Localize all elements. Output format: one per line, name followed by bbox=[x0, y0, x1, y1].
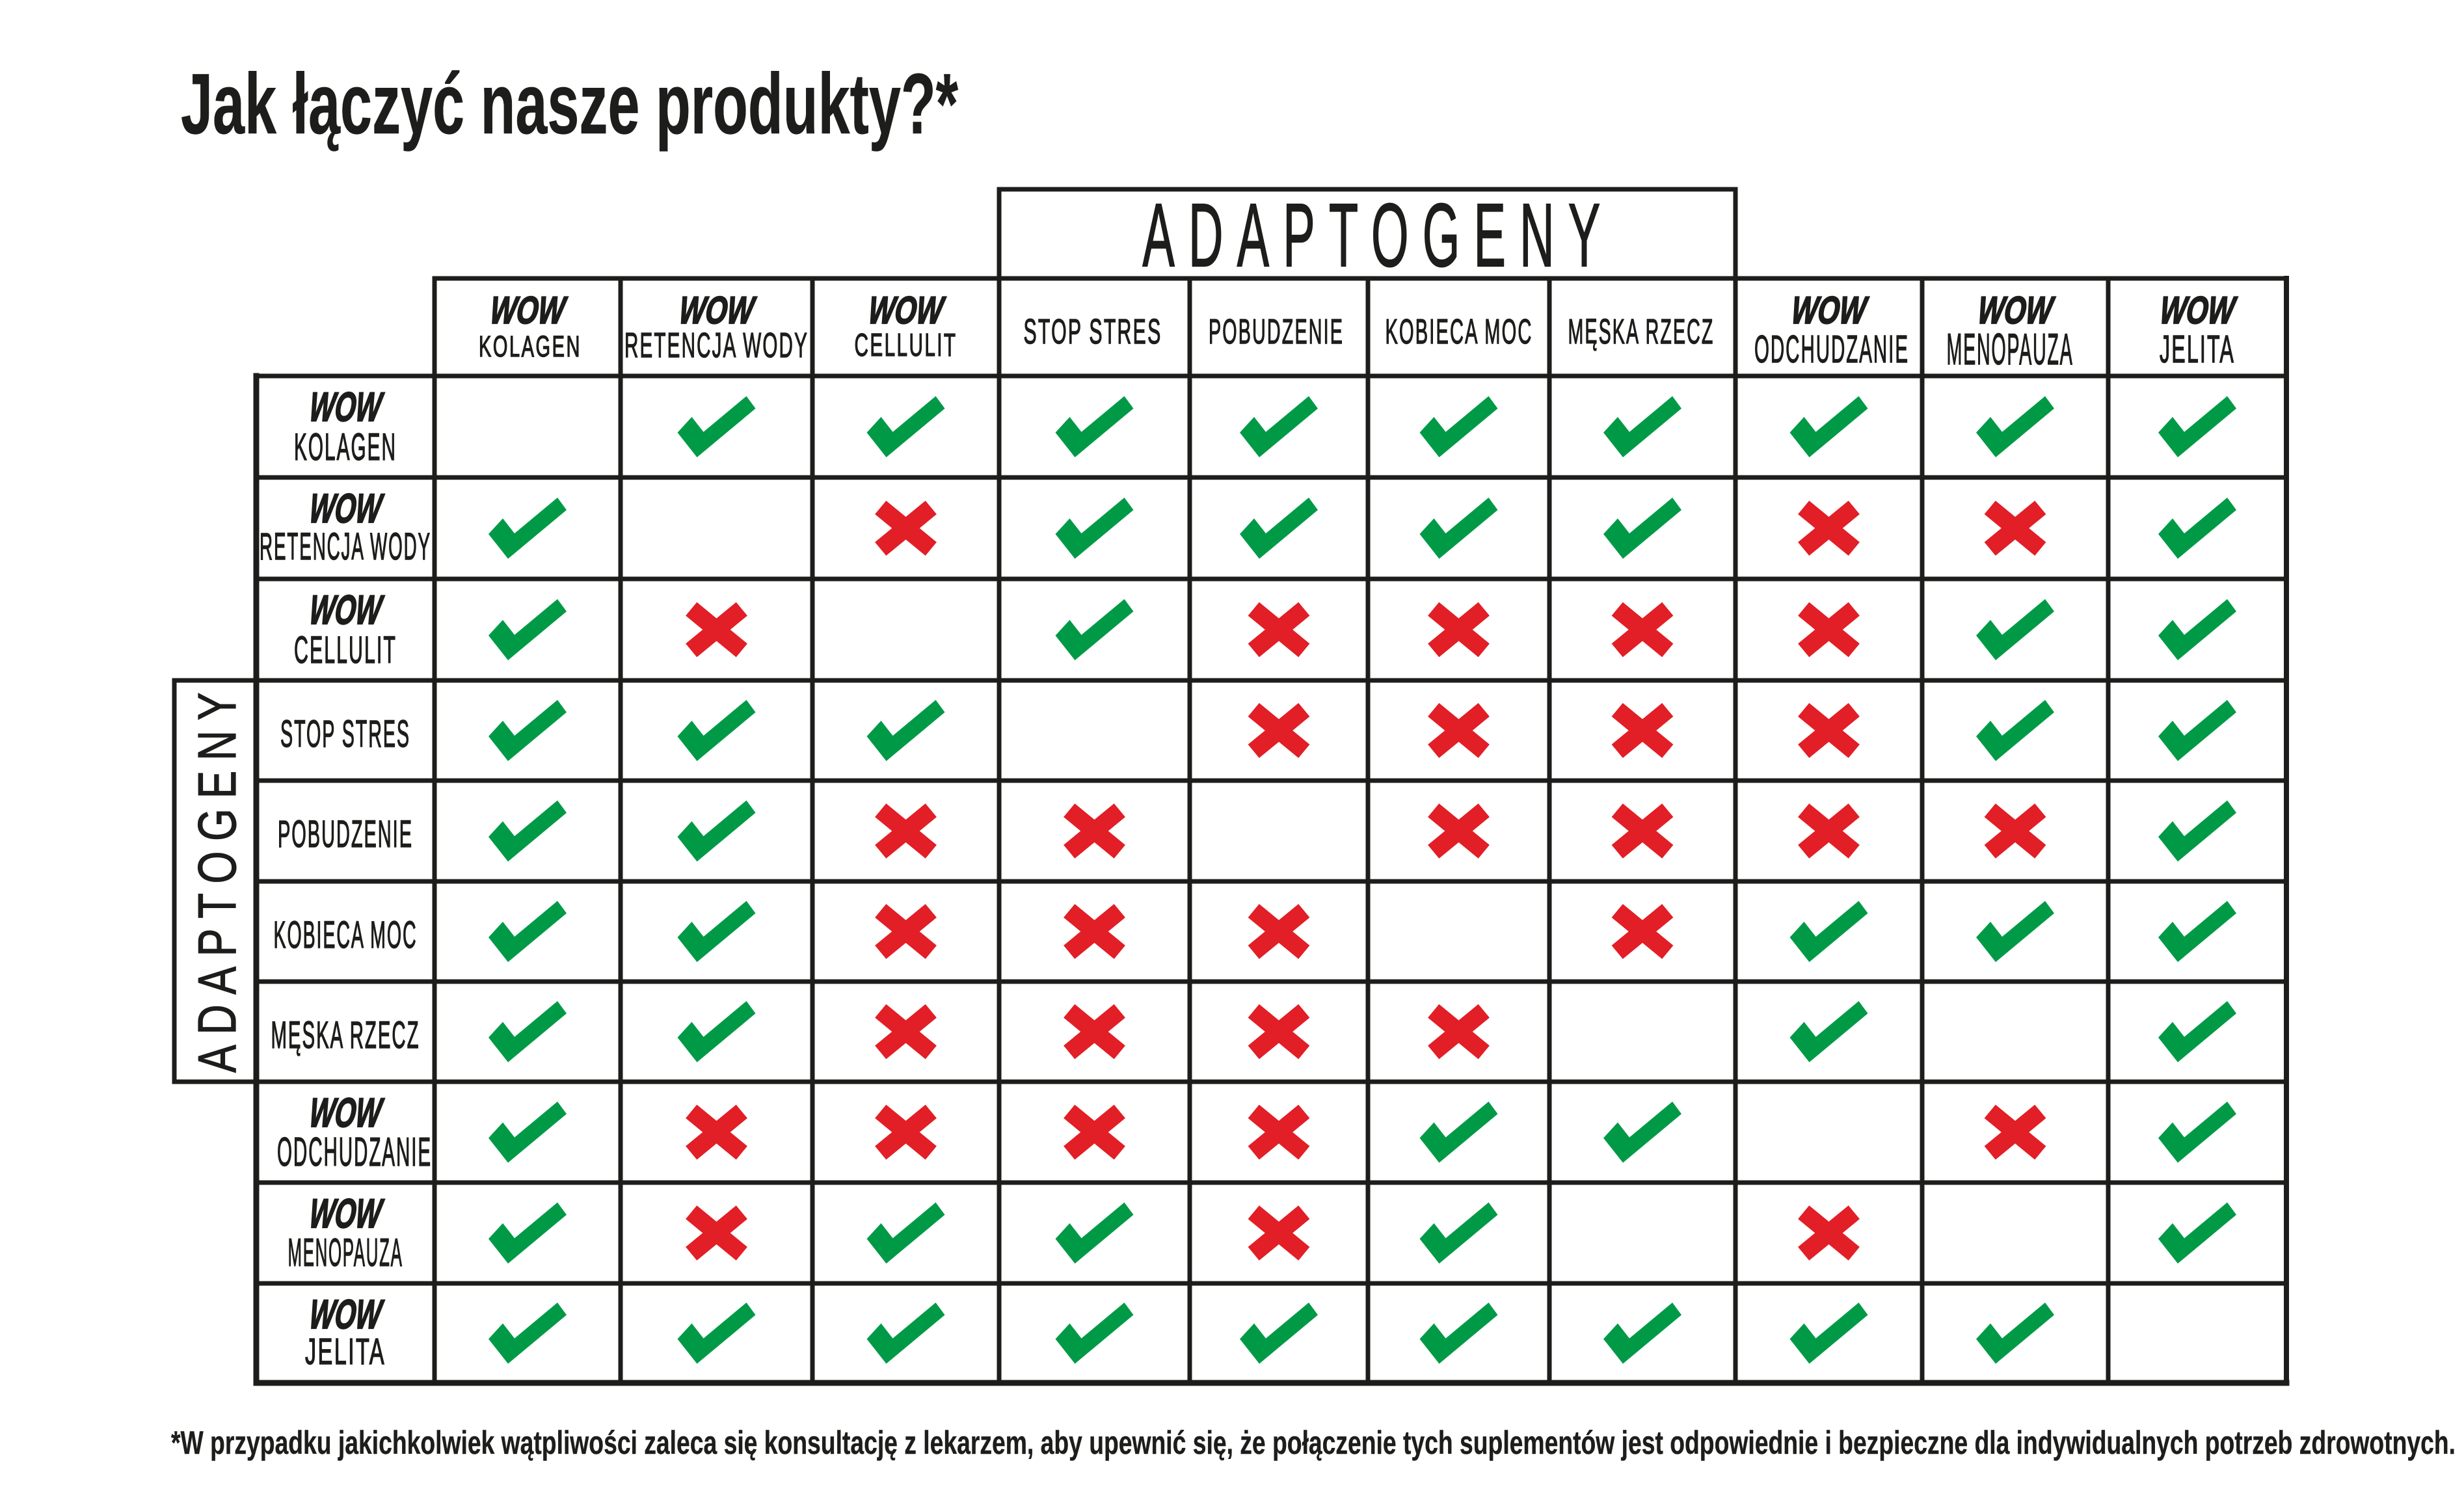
svg-text:ADAPTOGENY: ADAPTOGENY bbox=[187, 682, 247, 1073]
svg-text:ADAPTOGENY: ADAPTOGENY bbox=[1143, 185, 1614, 286]
svg-text:KOLAGEN: KOLAGEN bbox=[294, 426, 397, 468]
svg-text:STOP STRES: STOP STRES bbox=[1024, 313, 1162, 351]
svg-text:WOW: WOW bbox=[1976, 288, 2057, 332]
svg-text:WOW: WOW bbox=[866, 288, 948, 332]
svg-text:ODCHUDZANIE: ODCHUDZANIE bbox=[277, 1130, 432, 1175]
svg-text:MĘSKA RZECZ: MĘSKA RZECZ bbox=[271, 1014, 420, 1056]
svg-text:POBUDZENIE: POBUDZENIE bbox=[1209, 313, 1344, 351]
svg-text:WOW: WOW bbox=[308, 1090, 386, 1136]
svg-text:WOW: WOW bbox=[1789, 288, 1871, 332]
svg-text:MENOPAUZA: MENOPAUZA bbox=[1947, 325, 2074, 374]
svg-text:JELITA: JELITA bbox=[2160, 328, 2235, 371]
svg-text:CELLULIT: CELLULIT bbox=[294, 629, 397, 671]
svg-text:WOW: WOW bbox=[308, 587, 386, 633]
svg-text:WOW: WOW bbox=[677, 288, 758, 332]
svg-text:MENOPAUZA: MENOPAUZA bbox=[288, 1230, 403, 1274]
svg-text:KOBIECA MOC: KOBIECA MOC bbox=[274, 914, 418, 956]
svg-text:JELITA: JELITA bbox=[305, 1331, 386, 1373]
svg-text:WOW: WOW bbox=[308, 486, 386, 531]
svg-text:KOBIECA MOC: KOBIECA MOC bbox=[1386, 313, 1533, 351]
svg-text:RETENCJA WODY: RETENCJA WODY bbox=[260, 526, 431, 568]
svg-text:Jak łączyć nasze produkty?*: Jak łączyć nasze produkty?* bbox=[181, 56, 958, 152]
svg-text:STOP STRES: STOP STRES bbox=[280, 713, 410, 755]
svg-text:POBUDZENIE: POBUDZENIE bbox=[278, 813, 413, 855]
svg-text:WOW: WOW bbox=[308, 384, 386, 430]
svg-text:RETENCJA WODY: RETENCJA WODY bbox=[624, 326, 809, 365]
svg-text:WOW: WOW bbox=[489, 288, 570, 332]
svg-text:MĘSKA RZECZ: MĘSKA RZECZ bbox=[1568, 313, 1715, 351]
svg-text:ODCHUDZANIE: ODCHUDZANIE bbox=[1754, 328, 1909, 371]
svg-text:CELLULIT: CELLULIT bbox=[855, 328, 957, 363]
svg-text:*W przypadku jakichkolwiek wąt: *W przypadku jakichkolwiek wątpliwości z… bbox=[171, 1425, 2456, 1461]
svg-text:WOW: WOW bbox=[308, 1191, 386, 1237]
svg-text:WOW: WOW bbox=[2158, 288, 2240, 332]
svg-text:KOLAGEN: KOLAGEN bbox=[479, 330, 582, 363]
svg-text:WOW: WOW bbox=[308, 1292, 386, 1337]
